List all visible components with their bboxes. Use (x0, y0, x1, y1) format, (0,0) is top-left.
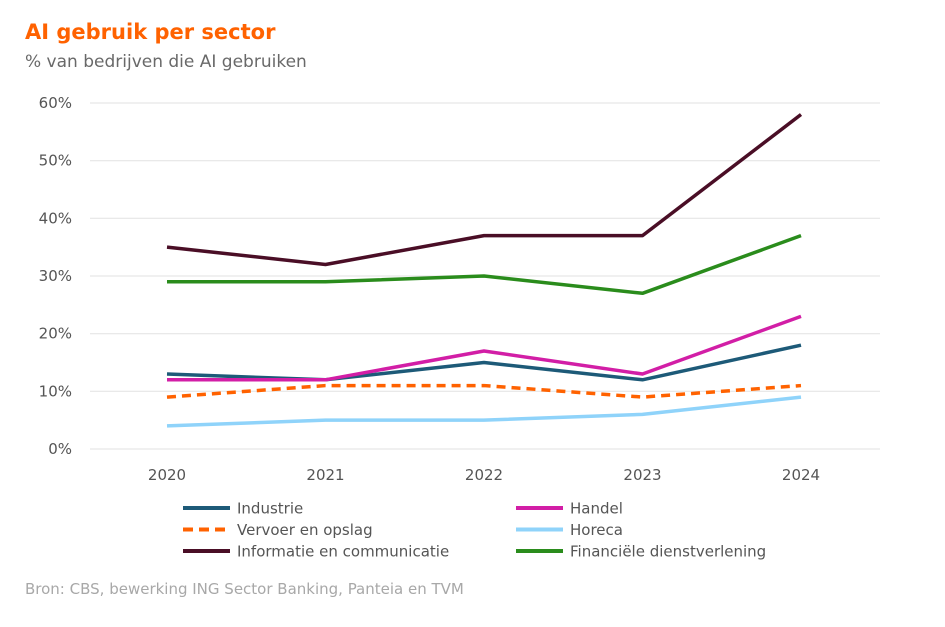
x-tick-label: 2024 (782, 466, 820, 484)
series-line-informatie-en-communicatie (166, 113, 803, 267)
chart-title: AI gebruik per sector (25, 20, 276, 44)
source-note: Bron: CBS, bewerking ING Sector Banking,… (25, 580, 464, 598)
y-tick-label: 10% (39, 382, 72, 400)
x-tick-label: 2021 (306, 466, 344, 484)
legend-label: Informatie en communicatie (237, 543, 449, 561)
y-tick-label: 20% (39, 325, 72, 343)
y-tick-label: 40% (39, 209, 72, 227)
x-tick-label: 2022 (465, 466, 503, 484)
legend-label: Horeca (570, 521, 623, 539)
series-line-handel (167, 314, 802, 382)
legend-label: Financiële dienstverlening (570, 543, 766, 561)
y-tick-label: 0% (48, 440, 72, 458)
y-tick-label: 50% (39, 152, 72, 170)
series-line-financi-le-dienstverlening (167, 233, 802, 296)
legend-label: Industrie (237, 500, 303, 518)
series-line-horeca (166, 395, 802, 428)
y-tick-label: 30% (39, 267, 72, 285)
chart-subtitle: % van bedrijven die AI gebruiken (25, 52, 307, 72)
legend-label: Handel (570, 500, 623, 518)
legend-label: Vervoer en opslag (237, 521, 373, 539)
x-tick-label: 2020 (148, 466, 186, 484)
y-tick-label: 60% (39, 94, 72, 112)
x-tick-label: 2023 (623, 466, 661, 484)
